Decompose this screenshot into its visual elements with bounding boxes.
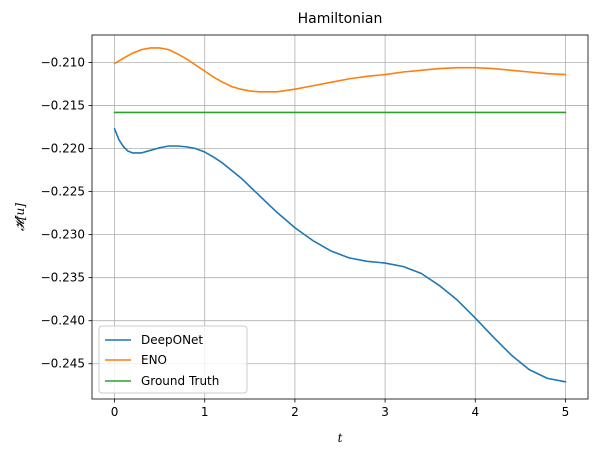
y-tick-label: −0.245 [41,357,85,371]
legend-label-deeponet: DeepONet [141,333,203,347]
y-axis-title: 𝓗[u] [13,203,27,231]
x-tick-label: 5 [562,405,570,419]
y-tick-label: −0.210 [41,56,85,70]
y-tick-label: −0.235 [41,271,85,285]
legend-label-ground-truth: Ground Truth [141,374,219,388]
x-tick-label: 2 [291,405,299,419]
x-tick-label: 0 [111,405,119,419]
x-axis-title: t [338,431,343,445]
y-tick-label: −0.220 [41,142,85,156]
y-tick-label: −0.215 [41,99,85,113]
legend: DeepONet ENO Ground Truth [99,326,247,393]
chart-title: Hamiltonian [298,11,383,27]
x-tick-label: 3 [381,405,389,419]
y-tick-label: −0.225 [41,185,85,199]
y-tick-label: −0.240 [41,314,85,328]
y-tick-label: −0.230 [41,228,85,242]
legend-label-eno: ENO [141,353,167,367]
x-tick-label: 4 [471,405,479,419]
x-tick-label: 1 [201,405,209,419]
